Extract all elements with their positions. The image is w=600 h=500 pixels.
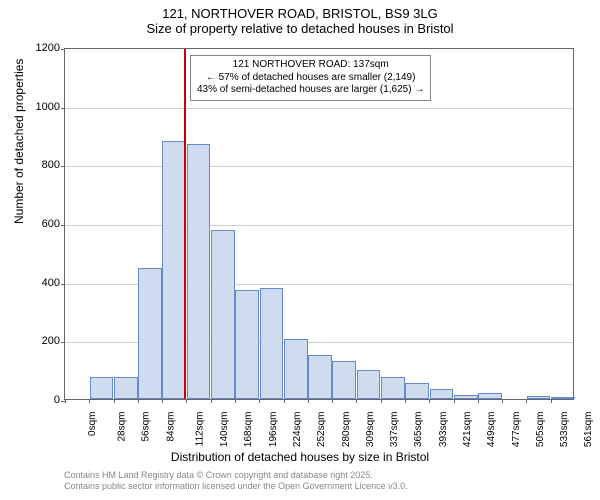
x-tick-mark: [186, 399, 187, 403]
y-tick-label: 200: [20, 335, 60, 347]
x-tick-mark: [478, 399, 479, 403]
title-block: 121, NORTHOVER ROAD, BRISTOL, BS9 3LG Si…: [0, 0, 600, 36]
x-tick-label: 56sqm: [141, 412, 152, 442]
histogram-bar: [211, 230, 235, 399]
footer-line1: Contains HM Land Registry data © Crown c…: [64, 470, 408, 481]
x-tick-mark: [356, 399, 357, 403]
x-tick-label: 28sqm: [116, 412, 127, 442]
x-tick-mark: [405, 399, 406, 403]
x-tick-label: 309sqm: [365, 412, 376, 448]
x-tick-mark: [114, 399, 115, 403]
grid-line: [65, 166, 573, 167]
plot-area: 121 NORTHOVER ROAD: 137sqm← 57% of detac…: [64, 48, 574, 400]
histogram-bar: [235, 290, 259, 399]
annotation-line: 43% of semi-detached houses are larger (…: [197, 84, 424, 97]
x-tick-mark: [308, 399, 309, 403]
x-tick-label: 196sqm: [268, 412, 279, 448]
histogram-bar: [527, 396, 551, 399]
x-tick-mark: [259, 399, 260, 403]
y-tick-label: 800: [20, 159, 60, 171]
y-tick-label: 400: [20, 277, 60, 289]
histogram-bar: [308, 355, 332, 399]
x-tick-mark: [162, 399, 163, 403]
x-tick-mark: [526, 399, 527, 403]
x-tick-mark: [138, 399, 139, 403]
histogram-bar: [114, 377, 138, 399]
histogram-bar: [381, 377, 405, 399]
y-tick-label: 1000: [20, 101, 60, 113]
x-tick-label: 168sqm: [243, 412, 254, 448]
annotation-line: ← 57% of detached houses are smaller (2,…: [197, 72, 424, 85]
histogram-bar: [551, 397, 575, 399]
y-tick-label: 0: [20, 394, 60, 406]
y-tick-mark: [61, 342, 65, 343]
x-tick-mark: [454, 399, 455, 403]
histogram-bar: [405, 383, 429, 399]
histogram-bar: [138, 268, 162, 399]
footer-line2: Contains public sector information licen…: [64, 481, 408, 492]
x-tick-label: 224sqm: [292, 412, 303, 448]
x-tick-label: 365sqm: [413, 412, 424, 448]
footer-attribution: Contains HM Land Registry data © Crown c…: [64, 470, 408, 492]
x-tick-label: 561sqm: [583, 412, 594, 448]
x-tick-label: 252sqm: [316, 412, 327, 448]
histogram-bar: [284, 339, 308, 399]
x-tick-label: 505sqm: [535, 412, 546, 448]
y-axis-label: Number of detached properties: [12, 59, 26, 224]
x-axis-label: Distribution of detached houses by size …: [0, 450, 600, 464]
x-tick-mark: [211, 399, 212, 403]
title-line2: Size of property relative to detached ho…: [0, 21, 600, 36]
x-tick-mark: [381, 399, 382, 403]
x-tick-mark: [89, 399, 90, 403]
histogram-bar: [90, 377, 114, 399]
reference-line: [184, 49, 186, 399]
x-tick-mark: [65, 399, 66, 403]
x-tick-label: 280sqm: [341, 412, 352, 448]
x-tick-label: 421sqm: [462, 412, 473, 448]
x-tick-label: 0sqm: [87, 412, 98, 436]
x-tick-label: 337sqm: [389, 412, 400, 448]
x-tick-label: 393sqm: [438, 412, 449, 448]
y-tick-mark: [61, 166, 65, 167]
x-tick-label: 140sqm: [219, 412, 230, 448]
y-tick-label: 600: [20, 218, 60, 230]
y-tick-mark: [61, 49, 65, 50]
x-tick-mark: [502, 399, 503, 403]
x-tick-label: 112sqm: [194, 412, 205, 447]
y-tick-mark: [61, 225, 65, 226]
grid-line: [65, 225, 573, 226]
x-tick-mark: [284, 399, 285, 403]
y-tick-mark: [61, 284, 65, 285]
y-tick-mark: [61, 108, 65, 109]
x-tick-label: 533sqm: [559, 412, 570, 448]
histogram-bar: [430, 389, 454, 399]
y-tick-label: 1200: [20, 42, 60, 54]
annotation-box: 121 NORTHOVER ROAD: 137sqm← 57% of detac…: [190, 55, 431, 101]
grid-line: [65, 108, 573, 109]
histogram-bar: [478, 393, 502, 399]
histogram-bar: [162, 141, 186, 399]
x-tick-label: 84sqm: [165, 412, 176, 442]
annotation-line: 121 NORTHOVER ROAD: 137sqm: [197, 59, 424, 72]
x-tick-label: 449sqm: [486, 412, 497, 448]
histogram-bar: [260, 288, 284, 399]
title-line1: 121, NORTHOVER ROAD, BRISTOL, BS9 3LG: [0, 6, 600, 21]
histogram-bar: [332, 361, 356, 399]
histogram-bar: [454, 395, 478, 399]
histogram-bar: [187, 144, 211, 399]
x-tick-label: 477sqm: [511, 412, 522, 448]
histogram-bar: [357, 370, 381, 399]
x-tick-mark: [235, 399, 236, 403]
x-tick-mark: [332, 399, 333, 403]
x-tick-mark: [551, 399, 552, 403]
x-tick-mark: [429, 399, 430, 403]
